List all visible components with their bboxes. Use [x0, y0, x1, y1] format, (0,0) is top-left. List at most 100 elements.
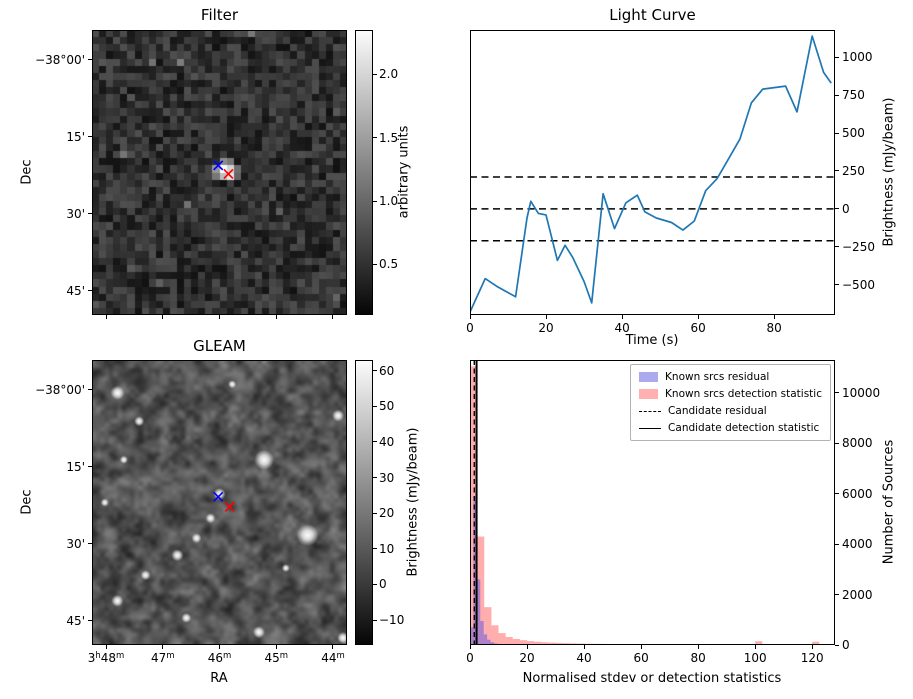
- tick-mark: [835, 392, 839, 394]
- gleam-xlabel: RA: [210, 671, 228, 686]
- brightness-tick-label: 750: [842, 88, 865, 103]
- tick-mark: [697, 315, 699, 319]
- hist-bar: [470, 627, 474, 645]
- tick-mark: [526, 645, 528, 649]
- count-tick-label: 4000: [842, 537, 873, 552]
- filter-colorbar-label: arbitrary units: [396, 125, 412, 219]
- time-tick-label: 40: [614, 321, 630, 335]
- ra-tick-label: 44m: [321, 651, 345, 665]
- tick-mark: [219, 315, 220, 319]
- gleam-image: [92, 360, 347, 645]
- hist-bar: [500, 644, 505, 645]
- stat-tick-label: 80: [690, 651, 706, 665]
- hist-bar: [641, 644, 649, 645]
- dec-tick-label: 30': [66, 536, 85, 551]
- stat-tick-label: 40: [576, 651, 592, 665]
- hist-bar: [497, 644, 501, 645]
- filter-image: [92, 30, 347, 315]
- time-tick-label: 20: [538, 321, 554, 335]
- time-tick-label: 0: [466, 321, 474, 335]
- hist-bar: [490, 642, 494, 645]
- tick-mark: [640, 645, 642, 649]
- hist-bar: [483, 634, 488, 645]
- tick-mark: [162, 315, 164, 319]
- legend-label: Known srcs detection statistic: [665, 388, 822, 400]
- legend-item: Candidate detection statistic: [639, 421, 822, 435]
- dec-tick-label: 30': [66, 206, 85, 221]
- hist-bar: [591, 643, 599, 645]
- hist-bar: [655, 644, 663, 645]
- tick-mark: [469, 315, 471, 319]
- nearest-source-marker: [224, 501, 235, 512]
- candidate-marker: [213, 491, 224, 502]
- tick-mark: [88, 213, 92, 215]
- hist-bar: [470, 366, 478, 645]
- hist-bar: [505, 636, 513, 645]
- colorbar-tick-label: 10: [379, 541, 395, 556]
- gleam-markers-overlay: [213, 491, 235, 512]
- tick-mark: [835, 94, 839, 96]
- tick-mark: [835, 644, 839, 646]
- hist-bar: [527, 641, 535, 645]
- tick-mark: [88, 543, 92, 545]
- tick-mark: [373, 137, 377, 139]
- dec-tick-label: −38°00': [35, 382, 85, 397]
- tick-mark: [332, 315, 334, 319]
- legend-item: Known srcs residual: [639, 370, 822, 384]
- tick-mark: [835, 132, 839, 134]
- colorbar-tick-label: 20: [379, 506, 395, 521]
- hist-bar: [534, 641, 542, 645]
- ra-tick-label: 47m: [150, 651, 175, 665]
- tick-mark: [835, 594, 839, 596]
- brightness-tick-label: −500: [842, 277, 875, 292]
- tick-mark: [373, 477, 377, 479]
- histogram-ylabel: Number of Sources: [881, 439, 897, 565]
- count-tick-label: 8000: [842, 436, 873, 451]
- dec-tick-label: 15': [66, 129, 85, 144]
- gleam-ylabel: Dec: [19, 489, 35, 515]
- stat-tick-label: 20: [519, 651, 535, 665]
- tick-mark: [373, 512, 377, 514]
- count-tick-label: 10000: [842, 385, 881, 400]
- gleam-title: GLEAM: [193, 337, 246, 355]
- hist-bar: [612, 644, 620, 645]
- tick-mark: [275, 315, 277, 319]
- tick-mark: [583, 645, 585, 649]
- dec-tick-label: −38°00': [35, 52, 85, 67]
- tick-mark: [88, 466, 92, 468]
- brightness-tick-label: 250: [842, 163, 865, 178]
- stat-tick-label: 0: [466, 651, 474, 665]
- tick-mark: [162, 645, 164, 649]
- tick-mark: [373, 619, 377, 621]
- hist-bar: [473, 496, 477, 645]
- nearest-source-marker: [223, 168, 234, 179]
- histogram-xlabel: Normalised stdev or detection statistics: [522, 671, 782, 686]
- tick-mark: [373, 263, 377, 265]
- hist-bar: [541, 642, 549, 645]
- hist-bar: [569, 643, 577, 645]
- filter-markers-overlay: [213, 160, 234, 179]
- gleam-colorbar: [355, 360, 373, 645]
- colorbar-tick-label: 50: [379, 399, 395, 414]
- tick-mark: [835, 284, 839, 286]
- dec-tick-label: 45': [66, 613, 85, 628]
- legend-swatch-solid: [639, 427, 662, 429]
- time-tick-label: 60: [690, 321, 706, 335]
- tick-mark: [835, 208, 839, 210]
- dec-tick-label: 15': [66, 459, 85, 474]
- brightness-tick-label: 1000: [842, 50, 873, 65]
- light-curve-line: [470, 35, 832, 313]
- count-tick-label: 0: [842, 638, 850, 652]
- tick-mark: [332, 645, 334, 649]
- brightness-tick-label: 500: [842, 126, 865, 141]
- tick-mark: [373, 405, 377, 407]
- tick-mark: [88, 620, 92, 622]
- hist-bar: [480, 621, 484, 645]
- light-curve-plot: [470, 35, 835, 313]
- hist-bar: [605, 644, 613, 645]
- tick-mark: [773, 315, 775, 319]
- tick-mark: [275, 645, 277, 649]
- hist-bar: [477, 536, 485, 645]
- hist-bar: [487, 639, 491, 645]
